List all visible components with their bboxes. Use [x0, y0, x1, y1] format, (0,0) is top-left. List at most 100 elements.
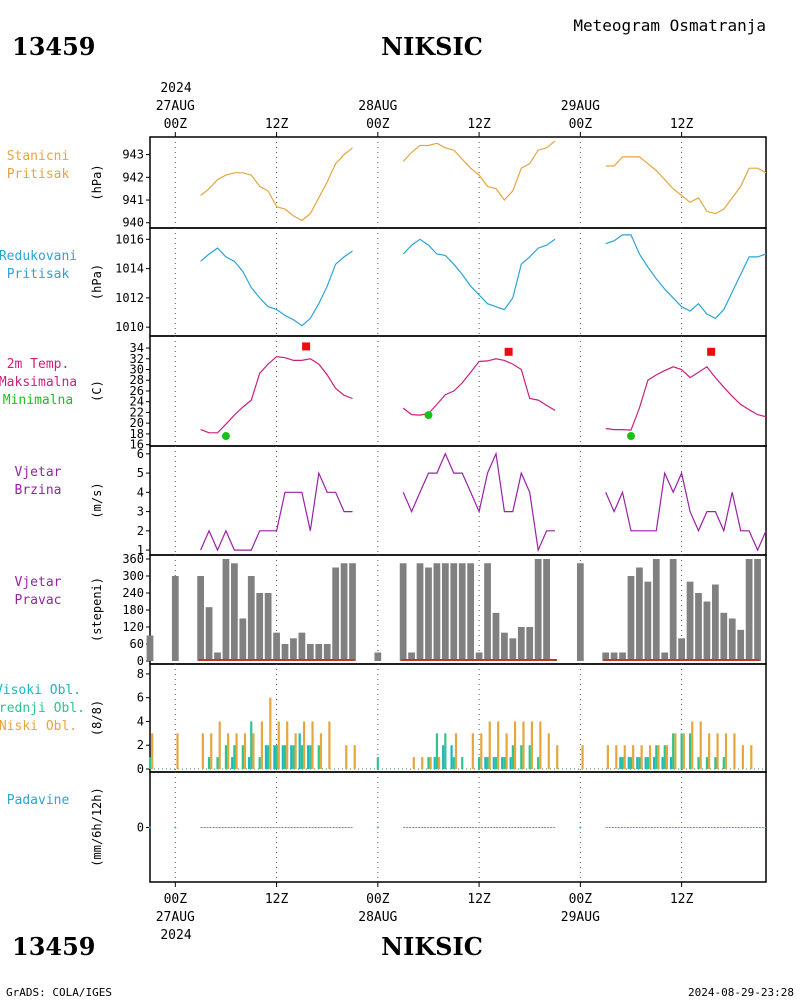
- mid-cloud-bar: [224, 745, 228, 769]
- direction-bar: [425, 567, 432, 661]
- low-cloud-bar: [657, 745, 660, 769]
- y-tick-label: 1014: [115, 262, 144, 276]
- direction-bar: [416, 563, 424, 661]
- mid-cloud-bar: [250, 721, 253, 769]
- low-cloud-bar: [311, 721, 314, 769]
- direction-bar: [686, 581, 694, 661]
- low-cloud-bar: [699, 721, 702, 769]
- low-cloud-bar: [640, 745, 643, 769]
- y-axis-label: (m/s): [90, 482, 104, 518]
- direction-bar: [433, 563, 441, 661]
- y-axis-label: (stepeni): [90, 577, 104, 642]
- mid-cloud-bar: [376, 757, 379, 769]
- panel-label-line: Padavine: [7, 793, 70, 808]
- high-cloud-bar: [492, 757, 495, 769]
- low-cloud-bar: [615, 745, 618, 769]
- low-cloud-bar: [606, 745, 609, 769]
- precip-dot: [579, 826, 582, 829]
- low-cloud-bar: [438, 757, 441, 769]
- high-cloud-bar: [433, 757, 436, 769]
- low-cloud-bar: [691, 721, 694, 769]
- direction-bar: [171, 576, 179, 661]
- direction-bar: [661, 652, 669, 661]
- bottom-hour-label: 12Z: [670, 892, 694, 907]
- low-cloud-bar: [488, 721, 491, 769]
- high-cloud-bar: [501, 757, 504, 769]
- direction-bar: [711, 584, 719, 661]
- y-tick-label: 8: [137, 667, 144, 681]
- mid-cloud-bar: [148, 757, 152, 769]
- direction-bar: [264, 593, 272, 661]
- low-cloud-bar: [708, 733, 711, 769]
- mid-cloud-bar: [283, 745, 287, 769]
- direction-bar: [247, 576, 255, 661]
- y-tick-label: 240: [122, 586, 144, 600]
- panel-label-line: Stanicni: [7, 149, 70, 164]
- station-name-top: NIKSIC: [381, 32, 483, 61]
- direction-bar: [652, 559, 660, 661]
- tmax-marker: [504, 347, 513, 356]
- high-cloud-bar: [307, 745, 310, 769]
- bottom-date-label: 28AUG: [358, 910, 397, 925]
- top-hour-label: 12Z: [670, 117, 694, 132]
- mid-cloud-bar: [621, 757, 624, 769]
- y-tick-label: 941: [122, 193, 144, 207]
- direction-bar: [627, 576, 635, 661]
- direction-bar: [509, 638, 517, 661]
- direction-bar: [695, 593, 702, 661]
- mid-cloud-bar: [663, 745, 666, 769]
- mid-cloud-bar: [309, 745, 312, 769]
- high-cloud-bar: [619, 757, 622, 769]
- low-cloud-bar: [345, 745, 348, 769]
- y-tick-label: 4: [137, 485, 144, 499]
- direction-bar: [290, 638, 297, 661]
- direction-bar: [441, 563, 449, 661]
- panel-label-line: Niski Obl.: [0, 719, 77, 734]
- direction-bar: [644, 581, 652, 661]
- low-cloud-bar: [513, 721, 517, 769]
- direction-bar: [669, 559, 677, 661]
- mid-cloud-bar: [317, 745, 320, 769]
- direction-bar: [349, 563, 356, 661]
- y-axis-label: (mm/6h/12h): [90, 787, 104, 866]
- low-cloud-bar: [674, 733, 677, 769]
- panel-label-line: Minimalna: [3, 393, 73, 408]
- y-tick-label: 6: [137, 447, 144, 461]
- mid-cloud-bar: [486, 757, 489, 769]
- bottom-hour-label: 00Z: [164, 892, 188, 907]
- panel-label-line: Vjetar: [15, 465, 62, 480]
- top-hour-label: 00Z: [164, 117, 188, 132]
- low-cloud-bar: [421, 757, 424, 769]
- low-cloud-bar: [302, 721, 306, 769]
- bottom-hour-label: 12Z: [467, 892, 491, 907]
- series-line: [605, 366, 767, 431]
- low-cloud-bar: [269, 697, 272, 769]
- low-cloud-bar: [716, 733, 719, 769]
- direction-bar: [197, 576, 205, 661]
- mid-cloud-bar: [646, 757, 649, 769]
- low-cloud-bar: [151, 733, 154, 769]
- high-cloud-bar: [509, 757, 512, 769]
- direction-bar: [146, 635, 154, 661]
- y-tick-label: 943: [122, 148, 144, 162]
- footer-timestamp: 2024-08-29-23:28: [688, 986, 794, 999]
- low-cloud-bar: [530, 721, 534, 769]
- low-cloud-bar: [243, 733, 247, 769]
- low-cloud-bar: [682, 733, 685, 769]
- direction-bar: [239, 618, 247, 661]
- low-cloud-bar: [328, 721, 331, 769]
- top-hour-label: 00Z: [366, 117, 390, 132]
- top-hour-label: 00Z: [569, 117, 593, 132]
- direction-bar: [315, 644, 323, 661]
- mid-cloud-bar: [292, 745, 295, 769]
- mid-cloud-bar: [705, 757, 709, 769]
- mid-cloud-bar: [697, 757, 700, 769]
- top-date-label: 29AUG: [561, 99, 600, 114]
- y-axis-label: (hPa): [90, 164, 104, 200]
- low-cloud-bar: [176, 733, 179, 769]
- bottom-hour-label: 00Z: [366, 892, 390, 907]
- low-cloud-bar: [539, 721, 542, 769]
- low-cloud-bar: [632, 745, 635, 769]
- high-cloud-bar: [264, 745, 268, 769]
- top-date-label: 28AUG: [358, 99, 397, 114]
